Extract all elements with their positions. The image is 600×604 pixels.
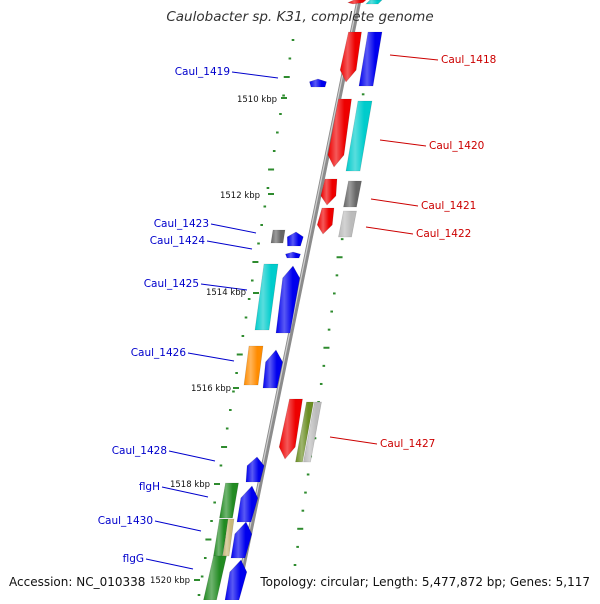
kbp-label: 1518 kbp xyxy=(170,480,210,490)
kbp-label: 1520 kbp xyxy=(150,576,190,586)
kbp-label: 1512 kbp xyxy=(220,191,260,201)
gene-label[interactable]: Caul_1421 xyxy=(421,200,476,212)
cds-caul-1418-reverse[interactable] xyxy=(347,0,367,5)
cog-caul-1425-cyan[interactable] xyxy=(254,263,279,331)
cog-caul-1426-orange[interactable] xyxy=(243,345,264,386)
leader-line xyxy=(145,558,194,570)
cds-caul-1428-cds[interactable] xyxy=(245,456,265,483)
gene-label[interactable]: Caul_1427 xyxy=(380,438,435,450)
gene-features xyxy=(203,0,383,601)
kbp-label: 1516 kbp xyxy=(191,384,231,394)
cds-caul-1420-cds[interactable] xyxy=(327,98,352,168)
leader-line xyxy=(329,436,378,445)
kbp-label: 1514 kbp xyxy=(206,288,246,298)
gene-label[interactable]: Caul_1422 xyxy=(416,228,471,240)
cog-flgh-green[interactable] xyxy=(219,482,239,519)
leader-line xyxy=(231,71,279,79)
cds-caul-1421-cds[interactable] xyxy=(320,178,338,206)
gene-label[interactable]: Caul_1418 xyxy=(441,54,496,66)
gene-label[interactable]: flgH xyxy=(139,481,160,493)
leader-line xyxy=(154,520,202,532)
cds-caul-1422-cds[interactable] xyxy=(316,207,335,235)
cds-caul-1426-cds[interactable] xyxy=(262,349,283,389)
cds-caul-1423-cds[interactable] xyxy=(286,231,304,247)
cog-caul-1427-lightgray[interactable] xyxy=(303,401,322,463)
gene-label[interactable]: Caul_1425 xyxy=(144,278,199,290)
cds-caul-1418-cds[interactable] xyxy=(339,31,362,83)
gene-label[interactable]: Caul_1424 xyxy=(150,235,206,247)
gene-label[interactable]: Caul_1430 xyxy=(98,515,153,527)
kbp-labels: 1510 kbp 1512 kbp 1514 kbp 1516 kbp 1518 kbp… xyxy=(150,95,287,586)
cog-caul-1418-cyan[interactable] xyxy=(365,0,383,5)
cog-caul-1420-cyan[interactable] xyxy=(345,100,373,172)
gene-label[interactable]: Caul_1419 xyxy=(175,66,230,78)
leader-line xyxy=(161,486,209,498)
cds-caul-1425-cds[interactable] xyxy=(275,265,301,334)
leader-line xyxy=(210,223,257,234)
cds-caul-1419-cds[interactable] xyxy=(309,78,327,88)
cog-caul-1427-olive[interactable] xyxy=(295,401,314,463)
kbp-label: 1510 kbp xyxy=(237,95,277,105)
cds-caul-1424-cds[interactable] xyxy=(285,251,301,259)
gene-label[interactable]: Caul_1428 xyxy=(112,445,167,457)
label-leader-lines xyxy=(145,54,439,570)
leader-line xyxy=(168,450,216,462)
cog-caul-1422-lightgray[interactable] xyxy=(338,210,357,238)
leader-line xyxy=(365,226,414,235)
leader-line xyxy=(200,283,248,291)
cog-flgg-green[interactable] xyxy=(203,555,227,601)
cog-caul-1418-blue[interactable] xyxy=(358,31,383,87)
gene-labels: Caul_1418 Caul_1419 Caul_1420 Caul_1421 Caul… xyxy=(98,54,497,565)
leader-line xyxy=(206,240,253,250)
cog-caul-1421-gray[interactable] xyxy=(343,180,362,208)
leader-line xyxy=(187,352,235,362)
gene-label[interactable]: flgG xyxy=(123,553,144,565)
leader-line xyxy=(370,198,419,207)
gene-label[interactable]: Caul_1420 xyxy=(429,140,484,152)
cds-flgh-cds[interactable] xyxy=(236,485,259,523)
leader-line xyxy=(389,54,439,61)
cog-caul-1430-tan[interactable] xyxy=(222,518,235,557)
cds-flgg-cds[interactable] xyxy=(224,559,248,601)
cds-caul-1427-cds[interactable] xyxy=(278,398,303,460)
leader-line xyxy=(379,139,427,147)
map-title: Caulobacter sp. K31, complete genome xyxy=(166,9,434,25)
gene-label[interactable]: Caul_1423 xyxy=(154,218,209,230)
gene-label[interactable]: Caul_1426 xyxy=(131,347,187,359)
cds-caul-1430-cds[interactable] xyxy=(230,521,253,559)
cog-caul-1423-gray[interactable] xyxy=(270,229,286,244)
accession-text: Accession: NC_010338 xyxy=(9,575,146,589)
genome-summary: Topology: circular; Length: 5,477,872 bp… xyxy=(260,575,590,589)
